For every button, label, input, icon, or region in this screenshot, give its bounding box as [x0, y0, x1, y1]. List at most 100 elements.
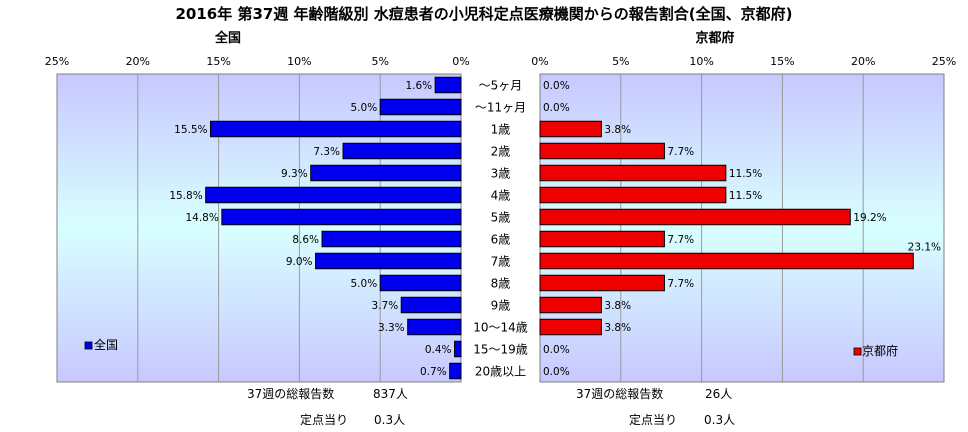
- footer: 37週の総報告数 837人 定点当り 0.3人 37週の総報告数 26人 定点当…: [247, 386, 735, 427]
- national-total-value: 837人: [373, 387, 408, 401]
- right-value-label: 7.7%: [667, 146, 694, 158]
- left-bar: [454, 340, 462, 358]
- category-label: 9歳: [491, 299, 511, 313]
- left-bar: [342, 142, 462, 160]
- category-label: 7歳: [491, 255, 511, 269]
- right-bars: [539, 120, 914, 336]
- left-tick-label: 15%: [206, 55, 230, 68]
- left-tick-label: 20%: [126, 55, 150, 68]
- right-tick-label: 15%: [770, 55, 794, 68]
- left-plot-area: [56, 73, 462, 383]
- left-value-label: 14.8%: [185, 212, 218, 224]
- left-bar: [379, 98, 462, 116]
- right-value-label: 3.8%: [604, 124, 631, 136]
- national-per-value: 0.3人: [374, 413, 405, 427]
- left-bar: [310, 164, 462, 182]
- left-value-label: 15.8%: [169, 190, 202, 202]
- category-label: 15～19歳: [473, 343, 528, 357]
- left-panel: 全国 25% 20% 15% 10% 5% 0% 1.6% 5.0% 15.5% 7.3% 9.3…: [45, 30, 470, 383]
- category-label: 20歳以上: [475, 365, 526, 379]
- left-value-label: 1.6%: [405, 80, 432, 92]
- left-value-label: 9.3%: [281, 168, 308, 180]
- right-value-label: 11.5%: [729, 190, 762, 202]
- right-panel-title: 京都府: [695, 30, 734, 46]
- left-value-labels: 1.6% 5.0% 15.5% 7.3% 9.3% 15.8% 14.8% 8.6% 9.0% 5…: [169, 80, 451, 378]
- right-value-labels: 0.0% 0.0% 3.8% 7.7% 11.5% 11.5% 19.2% 7.7% 23.1%…: [543, 80, 941, 378]
- right-bar: [539, 252, 914, 270]
- right-bar: [539, 142, 665, 160]
- left-value-label: 8.6%: [292, 234, 319, 246]
- left-value-label: 9.0%: [286, 256, 313, 268]
- category-label: 3歳: [491, 167, 511, 181]
- category-label: ～11ヶ月: [475, 101, 526, 115]
- right-plot-area: [539, 73, 945, 383]
- right-value-label: 11.5%: [729, 168, 762, 180]
- right-value-label: 23.1%: [908, 241, 941, 253]
- left-tick-label: 25%: [45, 55, 69, 68]
- left-value-label: 5.0%: [351, 102, 378, 114]
- category-label: 2歳: [491, 145, 511, 159]
- right-bar: [539, 274, 665, 292]
- left-bar: [221, 208, 462, 226]
- left-bars: [205, 76, 462, 380]
- right-legend-swatch: [853, 347, 862, 356]
- left-tick-label: 0%: [452, 55, 469, 68]
- national-per-label: 定点当り: [300, 412, 348, 427]
- left-bar: [407, 318, 462, 336]
- right-bar: [539, 208, 851, 226]
- left-value-label: 7.3%: [313, 146, 340, 158]
- left-value-label: 5.0%: [351, 278, 378, 290]
- right-tick-label: 20%: [851, 55, 875, 68]
- left-bar: [205, 186, 462, 204]
- category-label: 6歳: [491, 233, 511, 247]
- category-label: 8歳: [491, 277, 511, 291]
- right-value-label: 0.0%: [543, 102, 570, 114]
- category-label: 5歳: [491, 211, 511, 225]
- left-bar: [400, 296, 462, 314]
- category-label: 10～14歳: [473, 321, 528, 335]
- kyoto-total-label: 37週の総報告数: [576, 386, 663, 401]
- left-value-label: 3.7%: [372, 300, 399, 312]
- right-value-label: 7.7%: [667, 234, 694, 246]
- category-labels: ～5ヶ月 ～11ヶ月 1歳 2歳 3歳 4歳 5歳 6歳 7歳 8歳 9歳 10～14歳 15～19歳 2…: [473, 79, 528, 379]
- right-bar: [539, 230, 665, 248]
- kyoto-per-value: 0.3人: [704, 413, 735, 427]
- left-bar: [315, 252, 462, 270]
- left-bar: [449, 362, 462, 380]
- left-value-label: 0.7%: [420, 366, 447, 378]
- right-bar: [539, 318, 602, 336]
- right-value-label: 3.8%: [604, 300, 631, 312]
- national-total-label: 37週の総報告数: [247, 386, 334, 401]
- right-value-label: 0.0%: [543, 366, 570, 378]
- right-value-label: 7.7%: [667, 278, 694, 290]
- kyoto-total-value: 26人: [705, 387, 732, 401]
- left-bar: [321, 230, 462, 248]
- left-legend-swatch: [84, 341, 93, 350]
- right-bar: [539, 164, 727, 182]
- left-bar: [434, 76, 462, 94]
- right-legend-label: 京都府: [862, 343, 898, 358]
- right-legend: 京都府: [853, 343, 898, 358]
- left-bar: [379, 274, 462, 292]
- left-value-label: 15.5%: [174, 124, 207, 136]
- right-value-label: 0.0%: [543, 344, 570, 356]
- category-label: 4歳: [491, 189, 511, 203]
- right-tick-label: 0%: [531, 55, 548, 68]
- right-tick-label: 5%: [612, 55, 629, 68]
- left-bar: [210, 120, 462, 138]
- left-tick-label: 10%: [287, 55, 311, 68]
- right-tick-label: 10%: [689, 55, 713, 68]
- left-value-label: 3.3%: [378, 322, 405, 334]
- left-tick-label: 5%: [371, 55, 388, 68]
- left-panel-title: 全国: [214, 30, 241, 46]
- right-bar: [539, 186, 727, 204]
- right-bar: [539, 296, 602, 314]
- right-value-label: 3.8%: [604, 322, 631, 334]
- kyoto-per-label: 定点当り: [629, 412, 677, 427]
- chart-title: 2016年 第37週 年齢階級別 水痘患者の小児科定点医療機関からの報告割合(全…: [175, 5, 792, 23]
- left-tick-labels: 25% 20% 15% 10% 5% 0%: [45, 55, 470, 68]
- right-tick-label: 25%: [932, 55, 956, 68]
- right-value-label: 0.0%: [543, 80, 570, 92]
- right-value-label: 19.2%: [853, 212, 886, 224]
- left-legend: 全国: [84, 337, 118, 352]
